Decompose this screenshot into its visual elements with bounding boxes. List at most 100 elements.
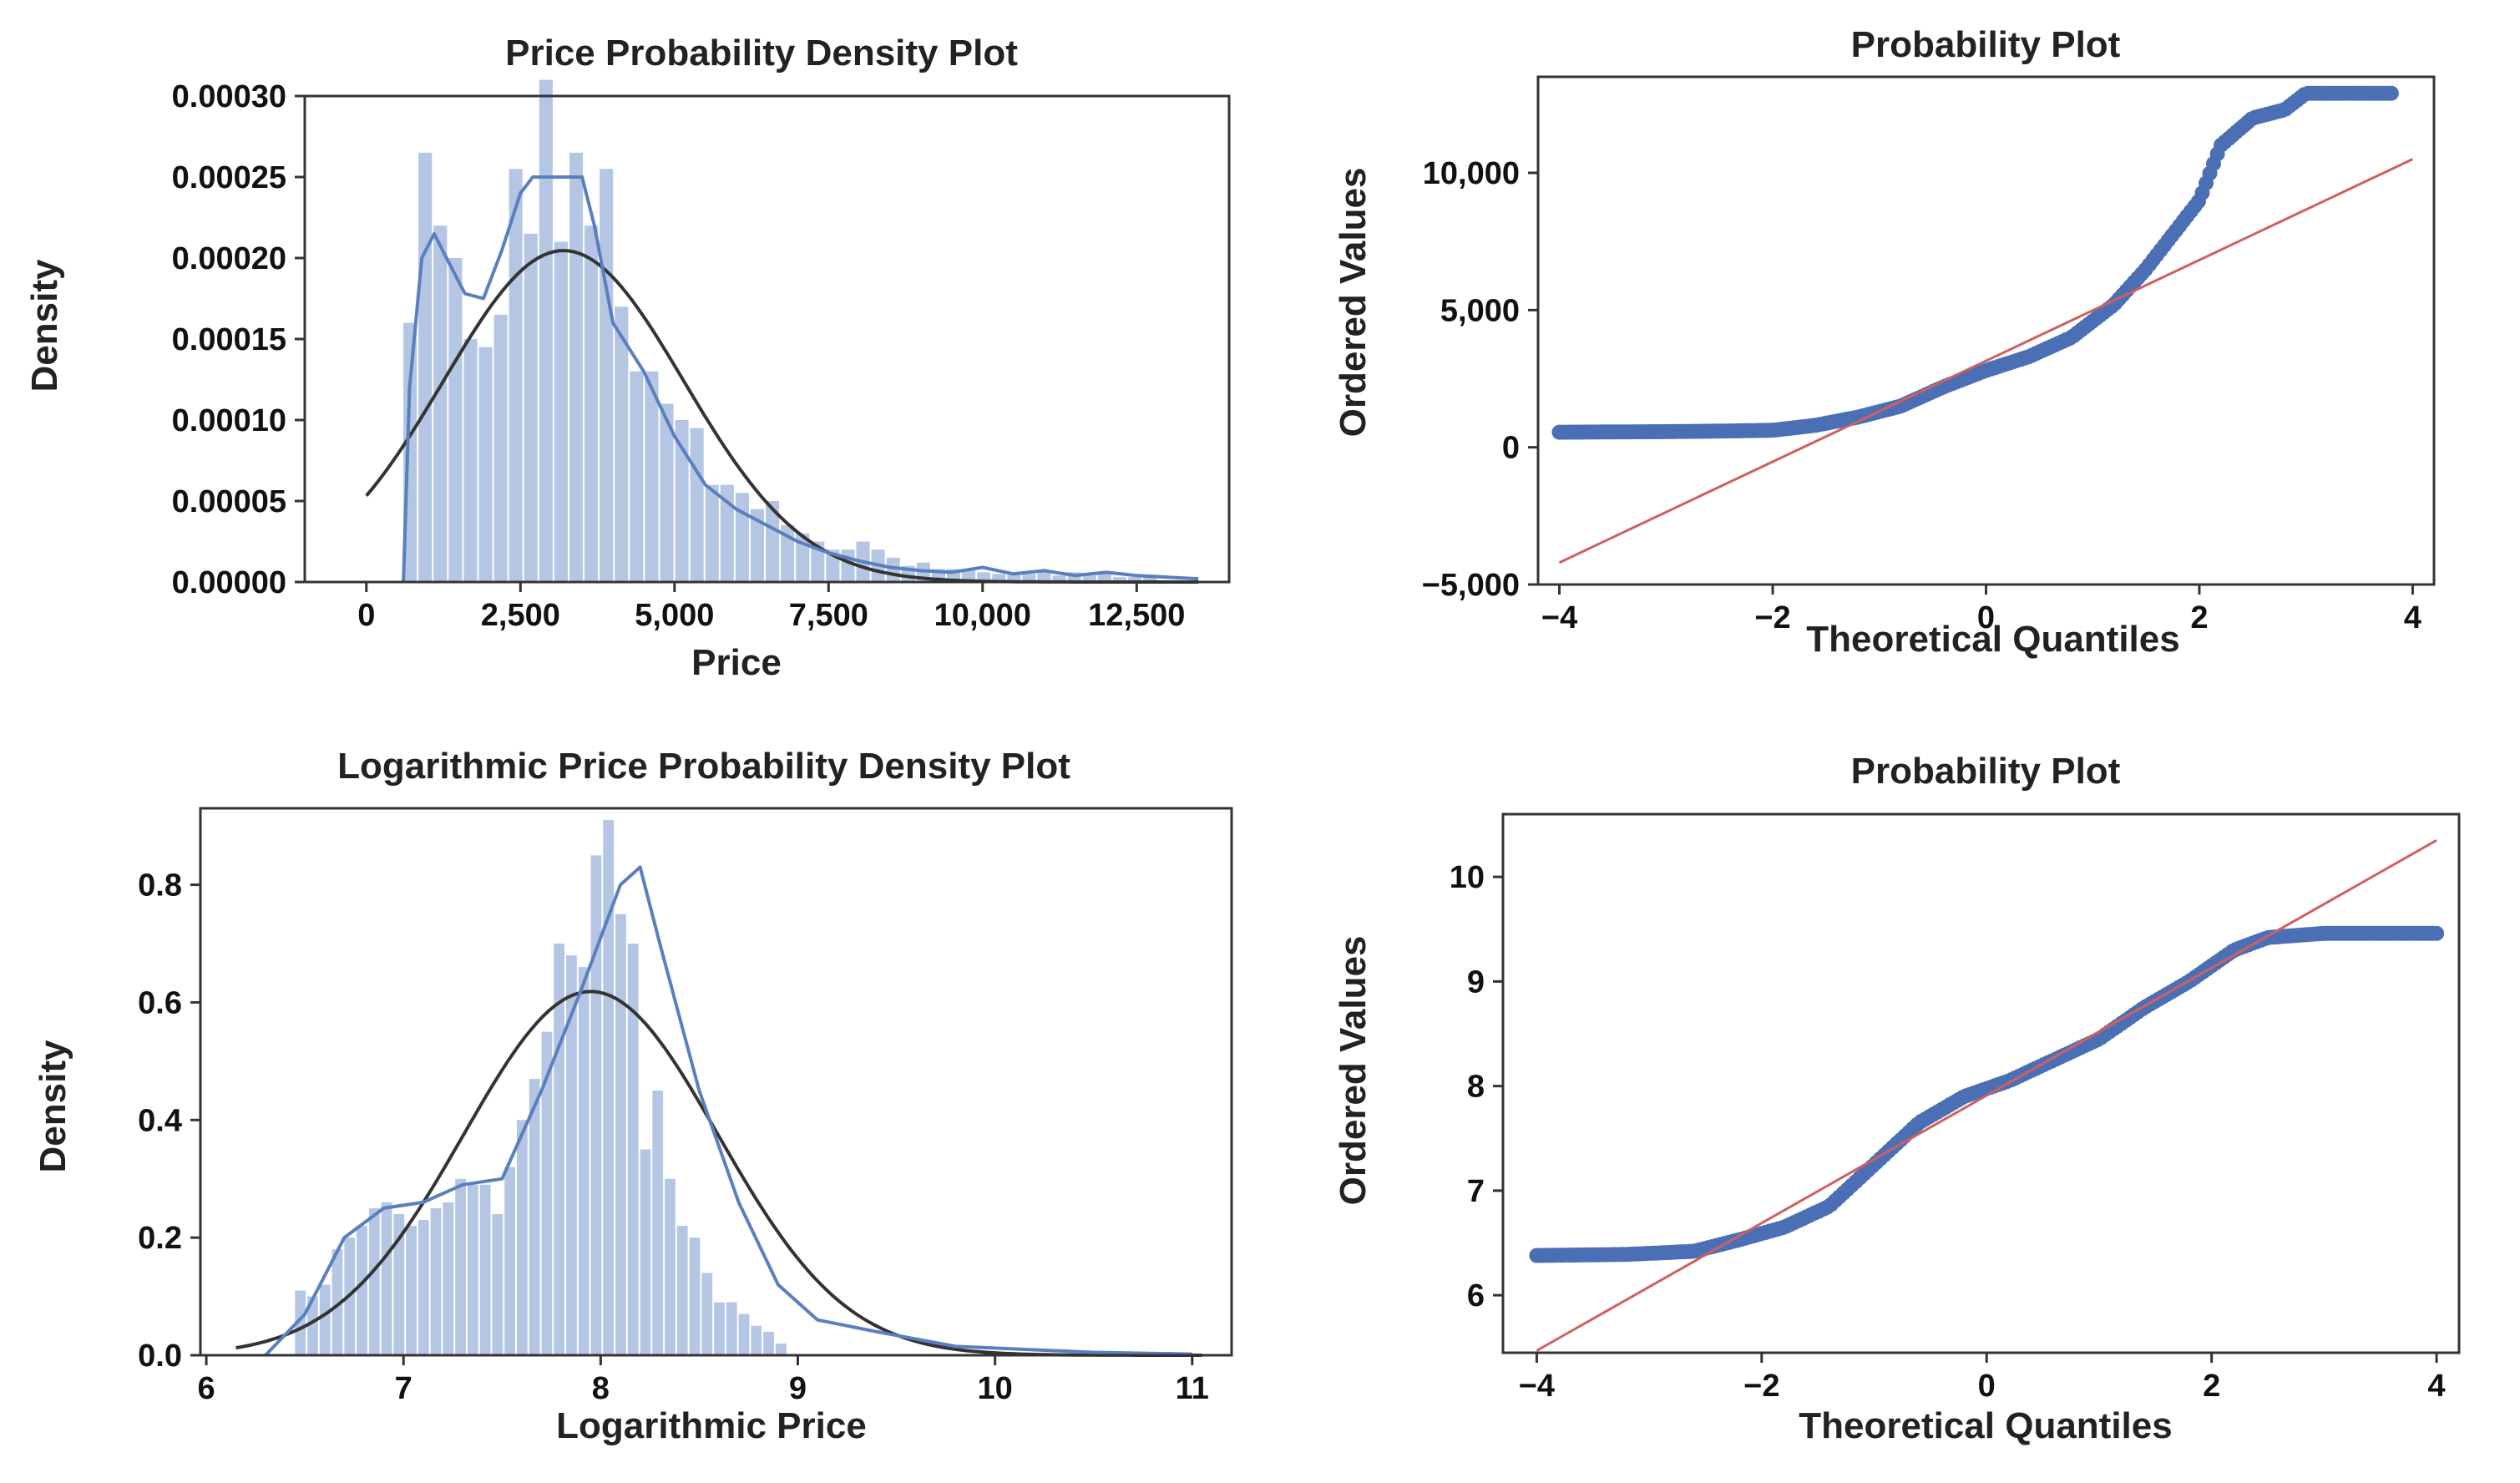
kde-line bbox=[264, 865, 1192, 1357]
panel-price-qq: Probability Plot Theoretical Quantiles O… bbox=[1333, 24, 2436, 660]
histogram-bar bbox=[720, 484, 734, 582]
histogram-bar bbox=[1067, 572, 1081, 582]
histogram-bar bbox=[584, 225, 599, 582]
histogram-bar bbox=[675, 420, 689, 582]
histogram-bar bbox=[615, 306, 629, 582]
histogram-bar bbox=[455, 1178, 466, 1355]
panel-log-density: Logarithmic Price Probability Density Pl… bbox=[33, 746, 1233, 1446]
x-tick-label: 9 bbox=[789, 1371, 807, 1406]
plot-frame bbox=[1501, 812, 2461, 1354]
histogram-bar bbox=[393, 1213, 405, 1355]
x-tick-label: 2 bbox=[2190, 600, 2208, 635]
y-tick-label: 10,000 bbox=[1423, 156, 1520, 191]
histogram-bar bbox=[1127, 577, 1142, 582]
chart-title: Probability Plot bbox=[1851, 24, 2121, 65]
histogram-bar bbox=[1037, 572, 1051, 582]
histogram-bar bbox=[433, 225, 448, 582]
histogram-bar bbox=[1143, 577, 1157, 582]
histogram-bar bbox=[735, 493, 749, 582]
histogram-bar bbox=[660, 403, 674, 582]
histogram-bar bbox=[714, 1302, 725, 1355]
x-tick-label: 12,500 bbox=[1088, 598, 1185, 633]
reference-line bbox=[1558, 158, 2414, 564]
histogram-bar bbox=[467, 1184, 478, 1355]
histogram-bar bbox=[1007, 572, 1021, 582]
y-axis-label: Ordered Values bbox=[1333, 168, 1374, 438]
histogram-bar bbox=[566, 955, 577, 1355]
x-tick-label: 8 bbox=[592, 1371, 610, 1406]
x-tick-label: 10,000 bbox=[934, 598, 1031, 633]
x-tick-label: −4 bbox=[1541, 600, 1577, 635]
x-axis-label: Theoretical Quantiles bbox=[1806, 619, 2179, 660]
histogram-bar bbox=[319, 1284, 331, 1355]
histogram-bar bbox=[766, 501, 780, 582]
y-tick-label: 0.00025 bbox=[172, 160, 286, 195]
histogram-bar bbox=[331, 1249, 343, 1355]
histogram-bar bbox=[775, 1343, 787, 1355]
y-tick-label: 6 bbox=[1467, 1278, 1485, 1313]
histogram-bar bbox=[962, 569, 976, 582]
histogram-bar bbox=[307, 1296, 318, 1355]
histogram-bar bbox=[463, 339, 478, 582]
x-tick-label: 0 bbox=[1978, 1369, 1996, 1404]
x-tick-label: 2,500 bbox=[481, 598, 560, 633]
histogram-bar bbox=[381, 1202, 392, 1355]
y-tick-label: 0.00000 bbox=[172, 565, 286, 600]
histogram-bar bbox=[600, 169, 614, 583]
histogram-bar bbox=[569, 152, 584, 582]
histogram-bar bbox=[1082, 575, 1096, 582]
x-tick-label: −2 bbox=[1754, 600, 1790, 635]
histogram-bar bbox=[417, 1220, 429, 1355]
panel-log-qq: Probability Plot Theoretical Quantiles O… bbox=[1333, 751, 2461, 1446]
histogram-bar bbox=[492, 1213, 503, 1355]
y-tick-label: 5,000 bbox=[1440, 293, 1520, 328]
x-tick-label: 7,500 bbox=[789, 598, 868, 633]
histogram-bar bbox=[478, 347, 493, 582]
x-tick-label: −4 bbox=[1519, 1369, 1555, 1404]
y-tick-label: 0.6 bbox=[138, 985, 182, 1020]
histogram-bar bbox=[554, 241, 568, 582]
histogram-bar bbox=[554, 943, 565, 1355]
histogram-bar bbox=[368, 1207, 380, 1355]
kde-line bbox=[402, 175, 1199, 583]
histogram-bar bbox=[357, 1226, 367, 1355]
histogram-bar bbox=[1112, 577, 1126, 582]
x-tick-label: 11 bbox=[1176, 1371, 1209, 1406]
data-point bbox=[2383, 85, 2399, 101]
x-tick-label: 5,000 bbox=[635, 598, 714, 633]
histogram-bar bbox=[406, 1226, 417, 1355]
y-axis-label: Ordered Values bbox=[1333, 936, 1374, 1206]
chart-title: Price Probability Density Plot bbox=[505, 33, 1018, 73]
histogram-bar bbox=[430, 1207, 442, 1355]
histogram-bar bbox=[479, 1184, 491, 1355]
plot-frame bbox=[199, 807, 1233, 1357]
x-tick-label: −2 bbox=[1743, 1369, 1779, 1404]
x-axis-label: Price bbox=[691, 642, 782, 683]
reference-line bbox=[1536, 839, 2437, 1352]
x-tick-label: 2 bbox=[2203, 1369, 2220, 1404]
histogram-bar bbox=[751, 1325, 762, 1355]
histogram-bar bbox=[645, 371, 659, 582]
y-tick-label: 8 bbox=[1467, 1070, 1485, 1105]
x-tick-label: 4 bbox=[2404, 600, 2421, 635]
histogram-bar bbox=[603, 820, 615, 1355]
y-axis-label: Density bbox=[24, 259, 65, 392]
histogram-bar bbox=[493, 314, 508, 582]
histogram-bar bbox=[504, 1167, 516, 1355]
histogram-bar bbox=[705, 484, 719, 582]
histogram-bar bbox=[1022, 574, 1036, 582]
x-tick-label: 7 bbox=[395, 1371, 412, 1406]
plot-frame bbox=[1536, 75, 2436, 586]
chart-title: Probability Plot bbox=[1851, 751, 2121, 792]
histogram-bar bbox=[1052, 575, 1066, 582]
normal-fit-line bbox=[235, 990, 1202, 1357]
y-tick-label: 10 bbox=[1450, 860, 1485, 895]
histogram-bar bbox=[726, 1302, 737, 1355]
x-tick-label: 4 bbox=[2427, 1369, 2445, 1404]
y-tick-label: −5,000 bbox=[1422, 568, 1520, 603]
histogram-bar bbox=[763, 1331, 774, 1355]
histogram-bar bbox=[689, 1238, 701, 1355]
chart-title: Logarithmic Price Probability Density Pl… bbox=[337, 746, 1070, 787]
histogram-bar bbox=[630, 371, 644, 582]
